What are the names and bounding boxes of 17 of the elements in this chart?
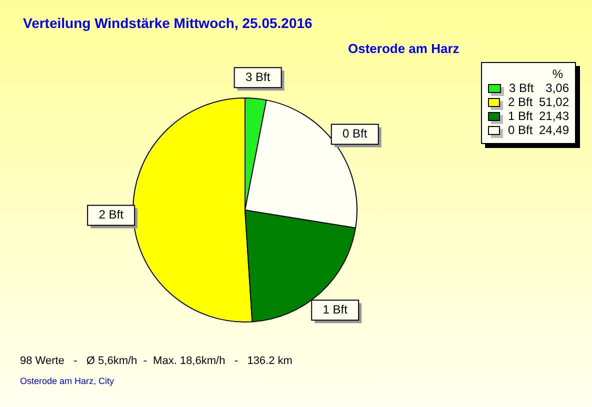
data-label: 21,43	[538, 109, 569, 123]
slice-label: 0 Bft	[342, 126, 368, 140]
legend-label: 2 Bft	[508, 95, 534, 109]
text: Osterode am Harz, City	[20, 376, 114, 386]
legend-title: %	[551, 67, 564, 81]
slice-label: 3 Bft	[245, 70, 271, 84]
slice-label: 2 Bft	[98, 208, 124, 222]
text: 98 Werte - Ø 5,6km/h - Max. 18,6km/h - 136.2 km	[20, 355, 292, 367]
slice-label: 1 Bft	[322, 302, 348, 316]
data-label: 24,49	[538, 123, 569, 137]
data-label: 3,06	[544, 81, 569, 95]
chart-subtitle: Osterode am Harz	[348, 41, 460, 56]
legend-label: 3 Bft	[509, 81, 535, 95]
legend-label: 0 Bft	[508, 123, 534, 137]
chart-title: Verteilung Windstärke Mittwoch, 25.05.2016	[23, 15, 312, 31]
data-label: 51,02	[538, 95, 569, 109]
legend-label: 1 Bft	[508, 109, 534, 123]
